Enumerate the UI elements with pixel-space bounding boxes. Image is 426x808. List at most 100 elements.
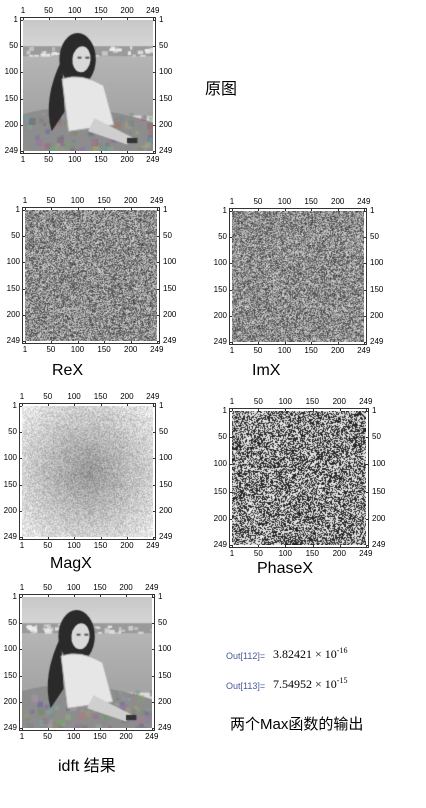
imx-bottom-tick-mark	[284, 342, 286, 345]
idft-right-tick-mark	[152, 728, 155, 729]
imx-left-tick-mark	[229, 211, 232, 212]
original-left-tick-label: 200	[4, 120, 18, 130]
idft-right-tick-mark	[152, 622, 155, 624]
original-image	[23, 20, 153, 151]
phasex-top-tick-mark	[312, 408, 314, 411]
original-bottom-tick-label: 249	[146, 155, 160, 164]
magx-left-tick-mark	[19, 406, 22, 407]
rex-left-tick-mark	[22, 262, 25, 264]
idft-bottom-tick-mark	[152, 728, 153, 731]
original-top-tick-mark	[101, 17, 103, 20]
original-top-tick-label: 249	[146, 6, 160, 15]
imx-image	[232, 211, 364, 342]
imx-bottom-tick-label: 150	[304, 346, 318, 355]
rex-top-tick-label: 150	[97, 196, 111, 205]
out-112-mantissa: 3.82421	[273, 647, 312, 661]
imx-top-tick-mark	[311, 208, 313, 211]
idft-top-tick-mark	[73, 594, 75, 597]
idft-left-tick-mark	[19, 649, 22, 651]
magx-top-tick-mark	[74, 403, 76, 406]
magx-top-tick-mark	[22, 403, 23, 406]
idft-top-tick-mark	[100, 594, 102, 597]
phasex-right-tick-label: 1	[372, 406, 377, 415]
phasex-right-tick-label: 100	[372, 459, 386, 469]
phasex-image	[232, 411, 366, 545]
phasex-top-tick-mark	[232, 408, 233, 411]
idft-top-tick-mark	[152, 594, 153, 597]
original-right-tick-label: 249	[159, 146, 173, 155]
out-112-label: Out[112]=	[226, 651, 266, 661]
out-112-value: 3.82421 × 10-16	[273, 646, 347, 662]
rex-image	[25, 210, 157, 341]
rex-right-tick-label: 249	[163, 336, 177, 345]
rex-panel: 1 50 100 150 200 249 1 50 100 150 200 249 1 50 100 150 2…	[7, 197, 177, 354]
original-bottom-tick-label: 150	[94, 155, 108, 164]
phasex-left-tick-mark	[229, 545, 232, 546]
phasex-top-tick-mark	[258, 408, 260, 411]
original-right-tick-mark	[153, 45, 156, 47]
original-left-tick-mark	[20, 20, 23, 21]
idft-caption: idft 结果	[58, 758, 116, 775]
imx-left-tick-label: 1	[222, 206, 227, 215]
out-112-exponent: -16	[336, 646, 348, 655]
original-right-tick-mark	[153, 20, 156, 21]
magx-left-tick-mark	[19, 458, 22, 460]
imx-top-tick-label: 50	[253, 197, 263, 206]
imx-top-tick-label: 100	[277, 197, 292, 206]
idft-left-tick-mark	[19, 675, 22, 677]
rex-left-tick-mark	[22, 315, 25, 317]
original-top-tick-mark	[127, 17, 129, 20]
imx-bottom-tick-mark	[258, 342, 260, 345]
imx-bottom-tick-mark	[364, 342, 365, 345]
phasex-top-tick-label: 50	[253, 397, 263, 406]
original-top-tick-mark	[153, 17, 154, 20]
idft-bottom-tick-label: 249	[145, 732, 159, 741]
original-bottom-tick-mark	[127, 151, 129, 154]
rex-left-tick-label: 50	[11, 230, 20, 240]
rex-right-tick-label: 1	[163, 205, 168, 214]
imx-right-tick-mark	[364, 342, 367, 343]
original-left-tick-mark	[20, 125, 23, 127]
phasex-right-tick-label: 50	[372, 432, 381, 442]
imx-top-tick-mark	[337, 208, 339, 211]
original-top-tick-label: 200	[120, 6, 134, 15]
idft-top-tick-mark	[47, 594, 49, 597]
rex-top-tick-label: 100	[70, 196, 85, 205]
idft-bottom-tick-mark	[100, 728, 102, 731]
rex-bottom-tick-mark	[77, 341, 79, 344]
magx-bottom-tick-label: 249	[146, 541, 160, 550]
original-right-tick-label: 200	[159, 120, 173, 130]
magx-right-tick-label: 150	[159, 479, 173, 489]
phasex-left-tick-mark	[229, 491, 232, 493]
original-bottom-tick-mark	[153, 151, 154, 154]
rex-top-tick-mark	[25, 207, 26, 210]
original-bottom-tick-label: 50	[44, 155, 53, 164]
original-caption: 原图	[205, 81, 238, 98]
original-top-tick-mark	[48, 17, 50, 20]
imx-right-tick-mark	[364, 263, 367, 265]
phasex-right-tick-mark	[366, 491, 369, 493]
idft-left-tick-mark	[19, 702, 22, 704]
magx-bottom-tick-label: 50	[43, 541, 53, 550]
rex-left-tick-label: 100	[6, 257, 20, 267]
rex-top-tick-label: 249	[150, 196, 164, 205]
idft-top-tick-mark	[126, 594, 128, 597]
original-bottom-tick-label: 100	[67, 155, 82, 164]
original-right-tick-label: 150	[159, 93, 173, 103]
idft-bottom-tick-label: 200	[119, 732, 133, 741]
imx-caption: ImX	[252, 362, 281, 379]
imx-top-tick-label: 150	[304, 197, 318, 206]
magx-top-tick-label: 150	[93, 392, 108, 401]
idft-bottom-tick-mark	[126, 728, 128, 731]
magx-top-tick-label: 50	[43, 392, 53, 401]
idft-bottom-tick-label: 100	[66, 732, 81, 741]
idft-left-tick-label: 100	[3, 644, 17, 654]
original-left-tick-mark	[20, 45, 23, 47]
original-bottom-tick-mark	[48, 151, 50, 154]
phasex-bottom-tick-mark	[366, 545, 367, 548]
rex-bottom-tick-mark	[104, 341, 106, 344]
rex-right-tick-label: 50	[163, 230, 172, 240]
original-left-tick-label: 150	[4, 93, 18, 103]
idft-right-tick-label: 150	[158, 670, 172, 680]
rex-top-tick-label: 1	[22, 196, 28, 205]
